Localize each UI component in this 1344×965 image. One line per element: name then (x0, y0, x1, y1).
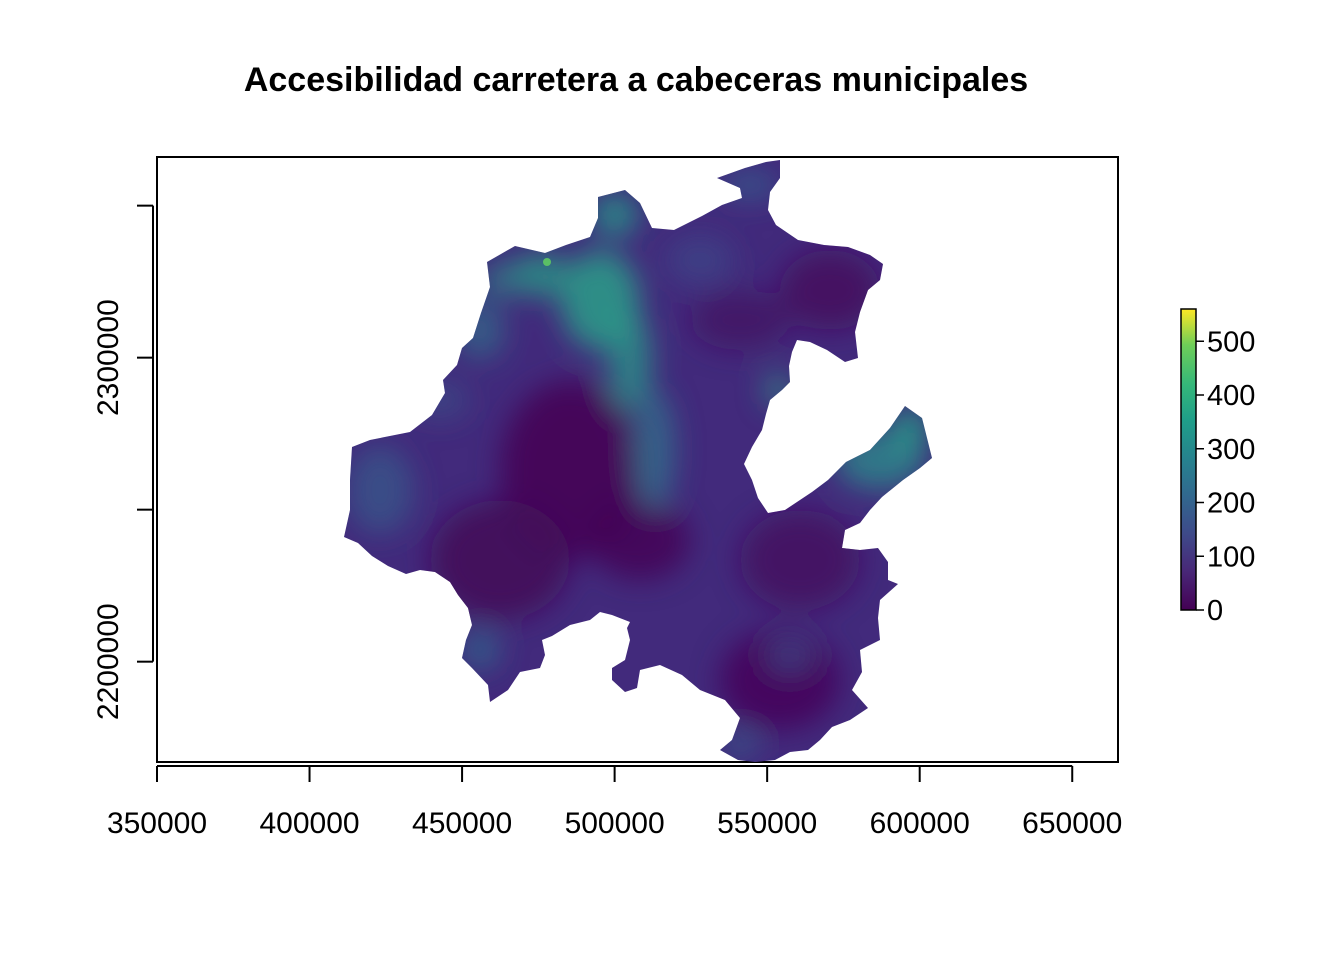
legend-tick-label: 0 (1207, 595, 1223, 627)
plot-frame (156, 156, 1119, 763)
y-tick-label: 2200000 (92, 603, 125, 720)
raster-region (344, 160, 932, 762)
color-legend: 0 100 200 300 400 500 (1180, 308, 1255, 627)
legend-tick-label: 300 (1207, 434, 1255, 466)
legend-tick-label: 500 (1207, 326, 1255, 358)
x-tick-label: 400000 (259, 807, 359, 840)
legend-tick-label: 200 (1207, 488, 1255, 520)
x-tick-label: 450000 (412, 807, 512, 840)
legend-ticks: 0 100 200 300 400 500 (1196, 326, 1255, 627)
map-title: Accesibilidad carretera a cabeceras muni… (244, 61, 1028, 99)
legend-colorbar (1180, 308, 1197, 611)
x-tick-label: 550000 (717, 807, 817, 840)
legend-tick-label: 100 (1207, 541, 1255, 573)
x-axis: 350000 400000 450000 500000 550000 600000 6500… (107, 765, 1122, 840)
x-tick-label: 650000 (1022, 807, 1122, 840)
x-tick-label: 600000 (870, 807, 970, 840)
x-tick-label: 500000 (565, 807, 665, 840)
legend-tick-label: 400 (1207, 380, 1255, 412)
y-tick-label: 2300000 (92, 299, 125, 416)
x-tick-label: 350000 (107, 807, 207, 840)
y-axis: 2200000 2300000 (92, 204, 154, 720)
